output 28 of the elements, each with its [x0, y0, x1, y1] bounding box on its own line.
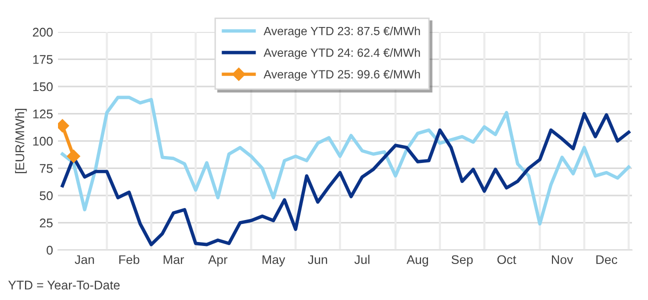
x-tick-label: Jan [74, 255, 94, 264]
y-tick-label: 150 [33, 82, 53, 92]
legend-label: Average YTD 24: 62.4 €/MWh [264, 48, 420, 60]
x-tick-label: Dec [596, 255, 618, 264]
x-tick-label: Apr [208, 255, 228, 267]
x-tick-label: Mar [164, 255, 184, 264]
y-tick-label: 50 [40, 191, 53, 200]
y-tick-label: 75 [40, 164, 53, 173]
x-tick-label: Feb [119, 254, 140, 264]
text: YTD = Year-To-Date [8, 280, 120, 290]
y-tick-label: 100 [33, 136, 53, 146]
x-tick-label: Oct [497, 255, 516, 264]
x-tick-label: Jun [308, 255, 328, 264]
y-tick-label: 175 [33, 55, 53, 64]
x-tick-label: Sep [452, 255, 473, 267]
line-series [60, 96, 630, 226]
y-tick-label: 25 [40, 218, 53, 228]
y-tick-label: 125 [33, 110, 53, 118]
legend-label: Average YTD 25: 99.6 €/MWh [264, 70, 420, 81]
y-tick-label: 0 [46, 246, 53, 255]
y-axis-title: [EUR/MWh] [15, 108, 27, 174]
line-series [60, 112, 630, 246]
x-tick-label: Aug [406, 255, 428, 267]
legend-label: Average YTD 23: 87.5 €/MWh [264, 26, 420, 38]
x-tick-label: May [262, 255, 286, 267]
y-tick-label: 200 [32, 28, 53, 37]
x-tick-label: Nov [552, 255, 574, 264]
x-tick-label: Jul [354, 254, 370, 264]
